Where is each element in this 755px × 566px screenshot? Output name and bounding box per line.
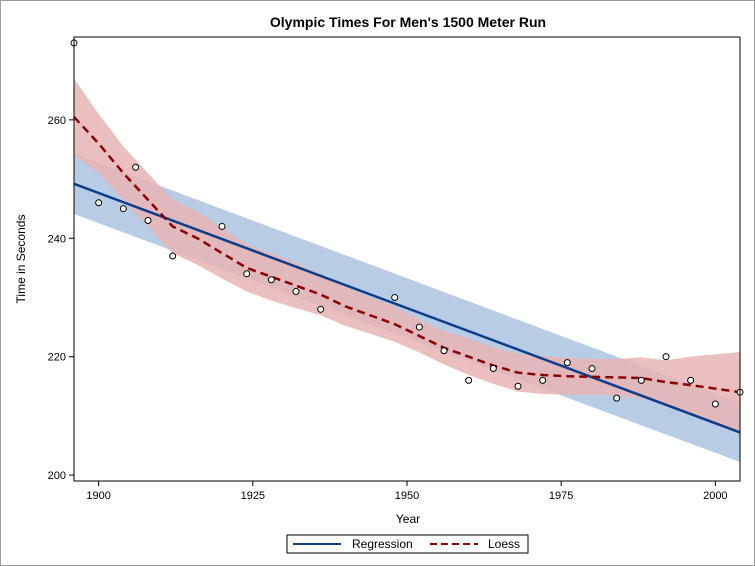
x-tick-label: 2000 [703, 490, 727, 502]
plot-area [70, 36, 744, 482]
legend-regression-label: Regression [352, 537, 413, 551]
data-point [415, 323, 423, 331]
y-tick-label: 240 [48, 233, 66, 245]
series-line-regression [73, 182, 741, 434]
fit-lines [73, 116, 741, 434]
y-axis: 200 220 240 260 [48, 115, 74, 482]
x-tick-label: 1975 [549, 490, 573, 502]
legend: Regression Loess [286, 534, 529, 554]
data-point [292, 288, 300, 296]
data-point [489, 365, 497, 373]
legend-box [286, 534, 529, 554]
y-axis-label: Time in Seconds [14, 215, 28, 304]
data-points [70, 39, 744, 408]
data-point [563, 359, 571, 367]
data-point [95, 199, 103, 207]
data-point [514, 382, 522, 390]
data-point [317, 305, 325, 313]
data-point [132, 163, 140, 171]
data-point [687, 376, 695, 384]
x-tick-label: 1950 [395, 490, 419, 502]
y-tick-label: 220 [48, 352, 66, 364]
y-tick-label: 200 [48, 470, 66, 482]
data-point [440, 347, 448, 355]
data-point [637, 376, 645, 384]
chart-title: Olympic Times For Men's 1500 Meter Run [270, 14, 546, 30]
x-axis: 1900 1925 1950 1975 2000 [86, 481, 728, 502]
data-point [391, 293, 399, 301]
data-point [613, 394, 621, 402]
data-point [465, 376, 473, 384]
data-point [144, 217, 152, 225]
legend-loess-label: Loess [488, 537, 520, 551]
x-axis-label: Year [396, 512, 420, 526]
confidence-bands [74, 78, 740, 463]
data-point [711, 400, 719, 408]
x-tick-label: 1925 [241, 490, 265, 502]
data-point [218, 222, 226, 230]
data-point [662, 353, 670, 361]
data-point [169, 252, 177, 260]
confidence-band-loess [74, 78, 740, 433]
data-point [243, 270, 251, 278]
data-point [588, 365, 596, 373]
series-line-loess [73, 116, 741, 394]
data-point [119, 205, 127, 213]
y-tick-label: 260 [48, 115, 66, 127]
x-tick-label: 1900 [86, 490, 110, 502]
data-point [539, 376, 547, 384]
data-point [267, 276, 275, 284]
